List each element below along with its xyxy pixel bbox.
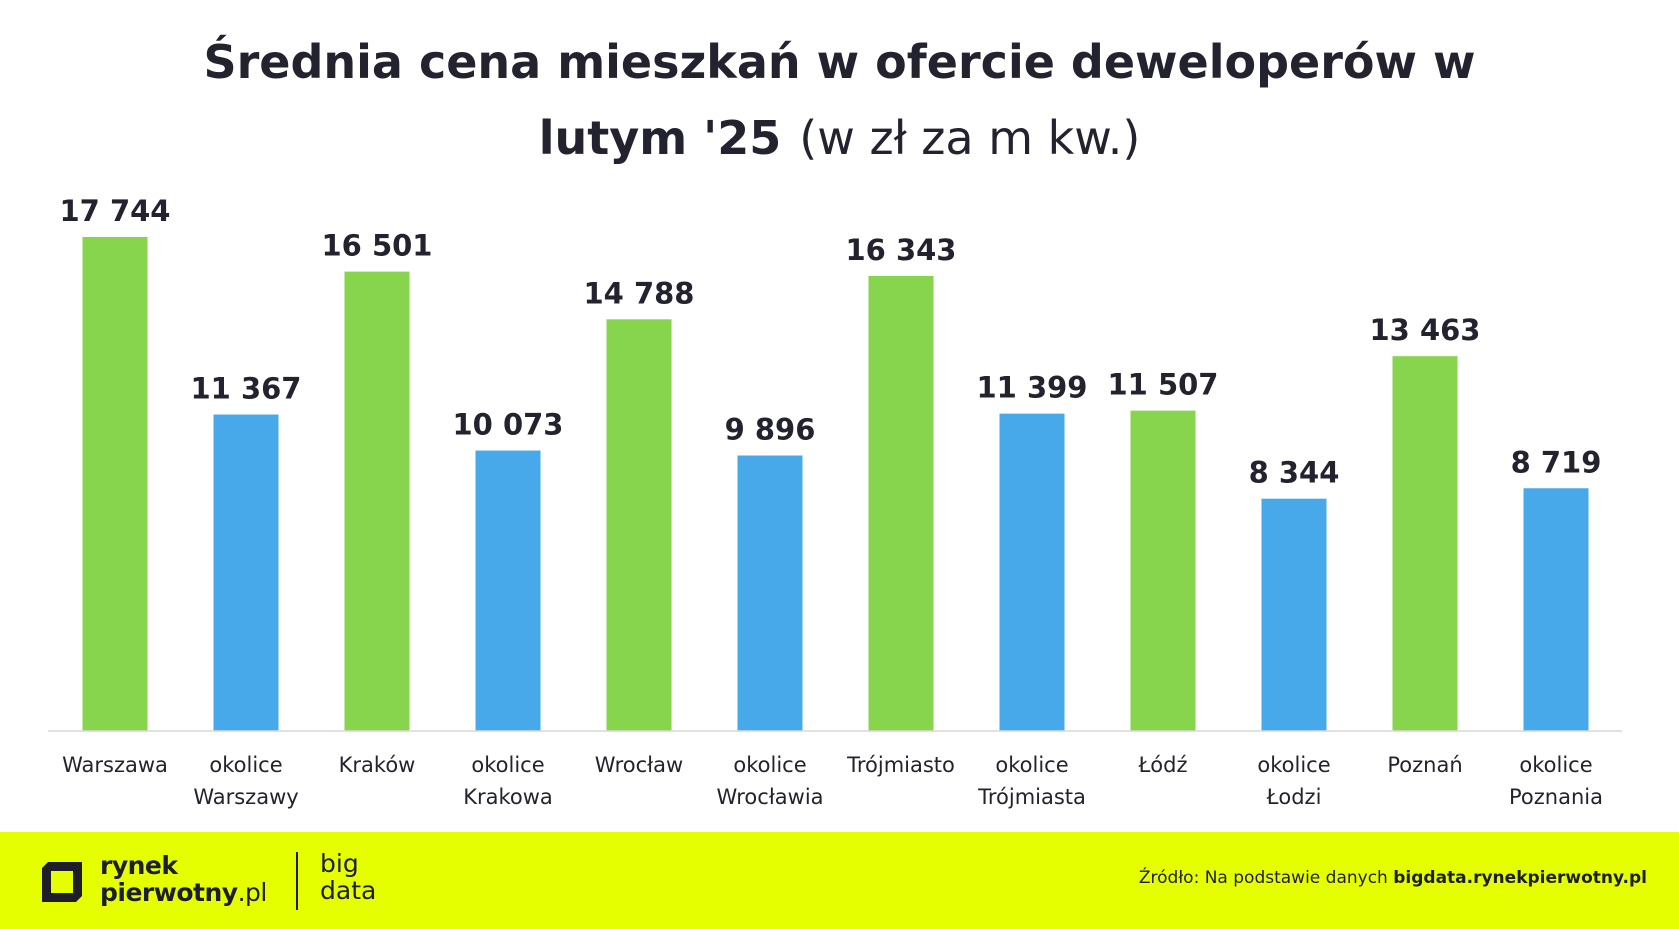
- bar-1: [213, 414, 279, 731]
- chart-title: Średnia cena mieszkań w ofercie dewelope…: [0, 24, 1679, 176]
- category-label-11-0: okolice: [1519, 753, 1592, 777]
- bar-chart: 17 744 Warszawa 11 367 okolice Warszawy 16 50…: [48, 194, 1622, 809]
- logo-wordmark: rynek pierwotny.pl: [100, 852, 267, 906]
- value-label-5: 9 896: [725, 412, 816, 446]
- footer-banner: rynek pierwotny.pl big data Źródło: Na p…: [0, 832, 1679, 929]
- category-label-6-0: Trójmiasto: [846, 753, 955, 777]
- category-label-0-0: Warszawa: [62, 753, 168, 777]
- bar-11: [1523, 488, 1589, 731]
- bar-7: [999, 413, 1065, 731]
- category-label-1-1: Warszawy: [193, 785, 298, 809]
- bar-4: [606, 319, 672, 731]
- value-label-4: 14 788: [584, 276, 695, 310]
- category-label-9-1: Łodzi: [1266, 785, 1322, 809]
- category-label-1-0: okolice: [209, 753, 282, 777]
- source-link: bigdata.rynekpierwotny.pl: [1393, 868, 1647, 888]
- bar-10: [1392, 356, 1458, 731]
- source-prefix: Źródło: Na podstawie danych: [1138, 868, 1394, 888]
- category-label-3-1: Krakowa: [463, 785, 553, 809]
- logo-suffix: .pl: [237, 878, 268, 907]
- bigdata-line-2: data: [320, 876, 377, 905]
- category-label-2-0: Kraków: [339, 753, 416, 777]
- value-label-7: 11 399: [977, 371, 1088, 405]
- value-label-1: 11 367: [191, 372, 302, 406]
- category-label-4-0: Wrocław: [595, 753, 683, 777]
- bar-9: [1261, 498, 1327, 731]
- bigdata-logo: big data: [320, 850, 376, 904]
- category-label-7-1: Trójmiasta: [977, 785, 1086, 809]
- value-label-2: 16 501: [322, 229, 433, 263]
- category-label-11-1: Poznania: [1509, 785, 1603, 809]
- category-label-8-0: Łódź: [1137, 753, 1187, 777]
- bar-5: [737, 455, 803, 731]
- value-label-0: 17 744: [60, 194, 171, 228]
- bar-0: [82, 237, 148, 731]
- bar-3: [475, 450, 541, 731]
- bar-2: [344, 271, 410, 731]
- logo-divider: [296, 852, 298, 910]
- category-label-5-0: okolice: [733, 753, 806, 777]
- value-label-11: 8 719: [1511, 445, 1602, 479]
- chart-title-date: lutym '25: [538, 111, 782, 165]
- category-label-7-0: okolice: [995, 753, 1068, 777]
- chart-unit: (w zł za m kw.): [799, 111, 1141, 165]
- category-label-10-0: Poznań: [1387, 753, 1462, 777]
- value-label-10: 13 463: [1370, 313, 1481, 347]
- category-label-5-1: Wrocławia: [716, 785, 823, 809]
- source-note: Źródło: Na podstawie danych bigdata.ryne…: [1139, 868, 1647, 888]
- category-label-3-0: okolice: [471, 753, 544, 777]
- logo-line-2: pierwotny: [100, 878, 238, 907]
- value-label-9: 8 344: [1249, 456, 1340, 490]
- bars-group: 17 744 Warszawa 11 367 okolice Warszawy 16 50…: [60, 194, 1603, 809]
- rynekpierwotny-logo-icon: [42, 862, 82, 902]
- chart-title-line-2: lutym '25 (w zł za m kw.): [0, 100, 1679, 176]
- logo-line-1: rynek: [100, 851, 178, 880]
- value-label-6: 16 343: [846, 233, 957, 267]
- value-label-3: 10 073: [453, 408, 564, 442]
- value-label-8: 11 507: [1108, 368, 1219, 402]
- bar-6: [868, 276, 934, 731]
- bigdata-line-1: big: [320, 849, 359, 878]
- chart-title-line-1: Średnia cena mieszkań w ofercie dewelope…: [203, 35, 1476, 89]
- category-label-9-0: okolice: [1257, 753, 1330, 777]
- bar-8: [1130, 410, 1196, 731]
